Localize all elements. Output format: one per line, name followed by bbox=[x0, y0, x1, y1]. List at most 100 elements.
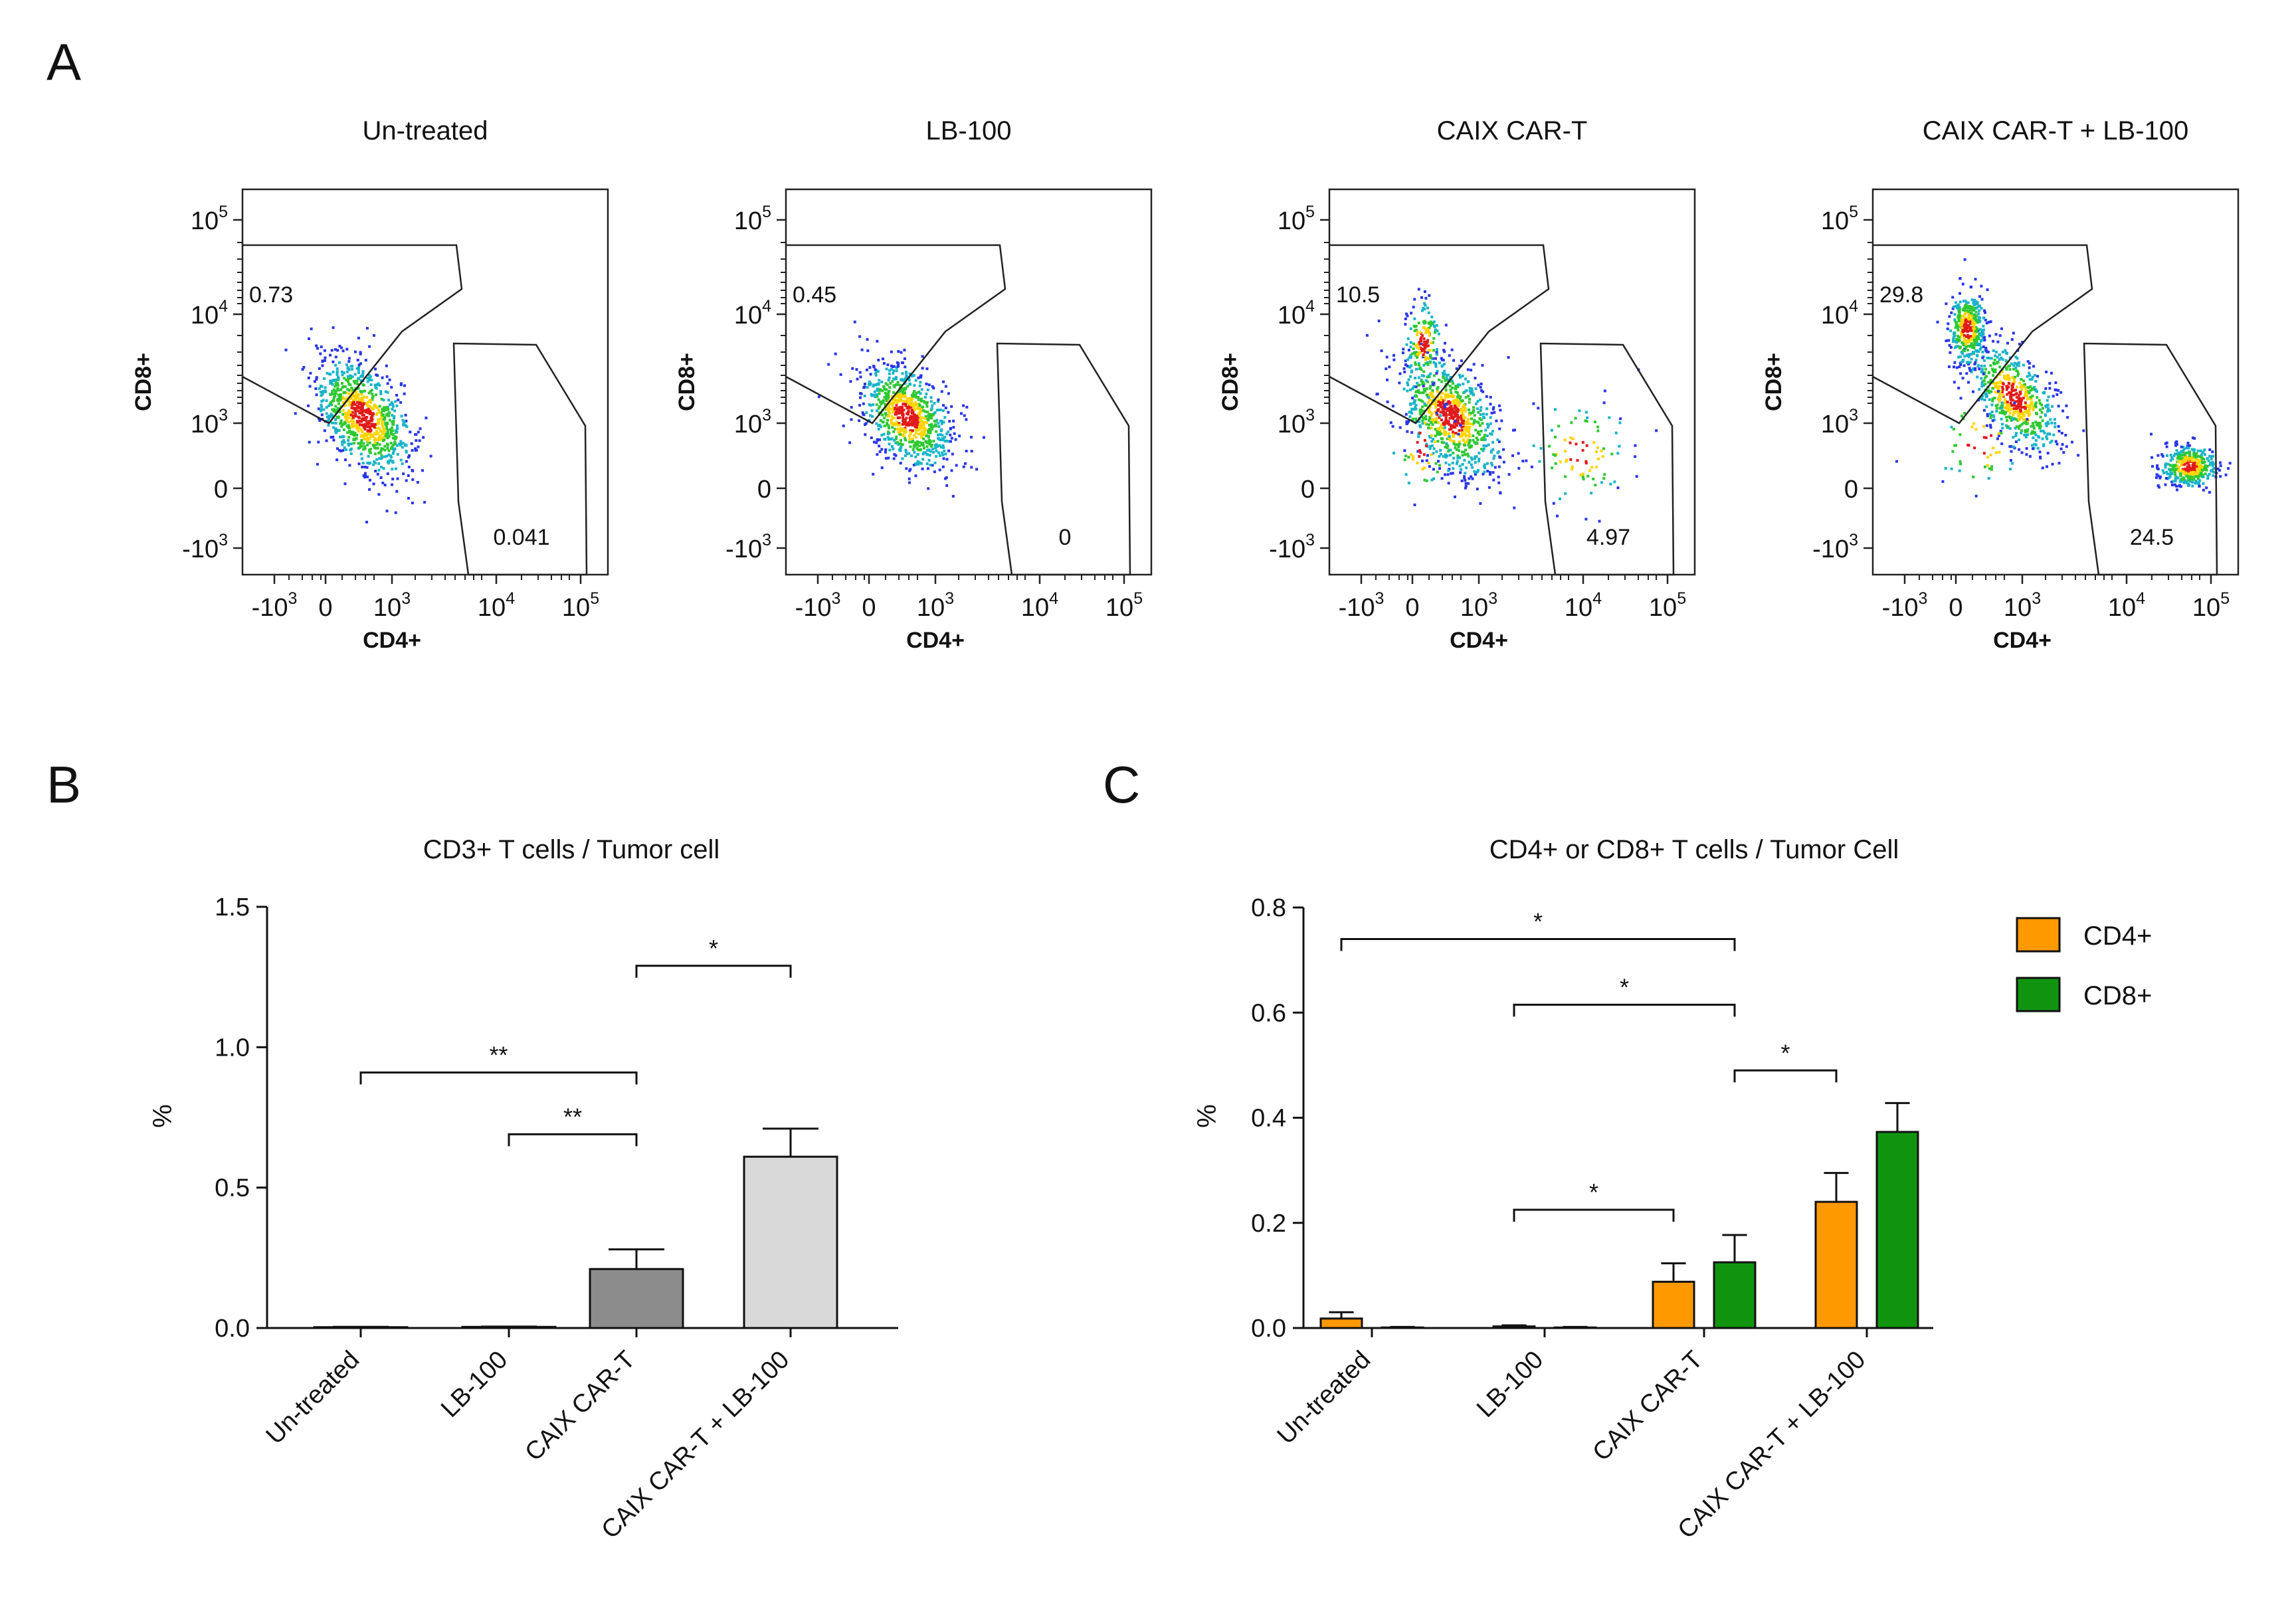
flow-event-dot bbox=[1983, 338, 1986, 341]
flow-event-dot bbox=[1467, 482, 1470, 485]
flow-event-dot bbox=[1978, 295, 1981, 298]
flow-event-dot bbox=[2026, 375, 2029, 378]
flow-event-dot bbox=[1447, 482, 1450, 485]
flow-event-dot bbox=[387, 399, 390, 402]
flow-event-dot bbox=[1448, 354, 1451, 357]
flow-event-dot bbox=[922, 409, 925, 413]
flow-event-dot bbox=[2020, 416, 2024, 419]
flow-event-dot bbox=[2172, 454, 2176, 457]
flow-event-dot bbox=[1409, 341, 1412, 344]
flow-event-dot bbox=[2204, 472, 2207, 476]
flow-event-dot bbox=[329, 379, 332, 383]
flow-event-dot bbox=[347, 442, 350, 445]
flow-event-dot bbox=[2009, 468, 2012, 471]
flow-event-dot bbox=[1974, 343, 1978, 347]
flow-event-dot bbox=[1466, 420, 1470, 423]
flow-event-dot bbox=[1418, 449, 1422, 452]
flow-event-dot bbox=[341, 396, 345, 399]
flow-event-dot bbox=[332, 326, 335, 330]
flow-event-dot bbox=[1989, 364, 1992, 367]
flow-event-dot bbox=[1986, 288, 1989, 292]
flow-event-dot bbox=[1479, 413, 1482, 417]
flow-event-dot bbox=[407, 456, 410, 459]
flow-event-dot bbox=[1424, 321, 1427, 324]
flow-event-dot bbox=[1422, 340, 1426, 343]
flow-event-dot bbox=[356, 421, 359, 423]
flow-event-dot bbox=[1982, 359, 1986, 362]
flow-event-dot bbox=[1990, 357, 1993, 360]
flow-event-dot bbox=[1455, 448, 1458, 451]
flow-event-dot bbox=[904, 428, 907, 431]
flow-event-dot bbox=[1959, 460, 1962, 463]
flow-event-dot bbox=[1432, 374, 1436, 377]
flow-event-dot bbox=[1412, 408, 1416, 411]
flow-event-dot bbox=[849, 380, 852, 383]
flow-event-dot bbox=[1948, 365, 1951, 368]
flow-event-dot bbox=[2034, 403, 2037, 406]
flow-event-dot bbox=[1954, 320, 1957, 324]
flow-event-dot bbox=[925, 382, 928, 385]
y-tick-label: 0.6 bbox=[1251, 999, 1286, 1027]
flow-event-dot bbox=[2005, 388, 2008, 391]
flow-event-dot bbox=[1962, 364, 1966, 367]
flow-event-dot bbox=[381, 415, 384, 418]
flow-event-dot bbox=[1468, 389, 1472, 393]
flow-event-dot bbox=[382, 436, 385, 439]
flow-event-dot bbox=[318, 419, 322, 423]
flow-event-dot bbox=[348, 464, 351, 467]
flow-event-dot bbox=[385, 425, 388, 428]
flow-event-dot bbox=[1429, 324, 1432, 327]
flow-event-dot bbox=[899, 433, 902, 436]
flow-event-dot bbox=[1443, 426, 1446, 429]
flow-event-dot bbox=[904, 454, 907, 457]
flow-event-dot bbox=[1485, 407, 1489, 411]
flow-event-dot bbox=[364, 423, 367, 426]
flow-event-dot bbox=[1999, 381, 2002, 384]
cd8-gate bbox=[1329, 244, 1550, 425]
flow-event-dot bbox=[2200, 457, 2204, 460]
flow-event-dot bbox=[1972, 302, 1976, 305]
flow-event-dot bbox=[339, 399, 341, 402]
flow-event-dot bbox=[900, 399, 903, 402]
flow-event-dot bbox=[329, 353, 332, 357]
flow-event-dot bbox=[888, 389, 891, 393]
flow-event-dot bbox=[888, 372, 891, 375]
flow-event-dot bbox=[332, 421, 335, 425]
flow-event-dot bbox=[1959, 335, 1962, 339]
flow-event-dot bbox=[1462, 404, 1466, 407]
flow-event-dot bbox=[907, 410, 910, 413]
flow-event-dot bbox=[919, 419, 922, 423]
flow-event-dot bbox=[876, 339, 879, 343]
flow-event-dot bbox=[919, 418, 922, 421]
flow-event-dot bbox=[383, 432, 386, 436]
significance-bracket bbox=[635, 965, 792, 978]
x-tick-label: 105 bbox=[2192, 589, 2230, 622]
flow-event-dot bbox=[1365, 333, 1369, 337]
flow-event-dot bbox=[332, 396, 335, 399]
flow-event-dot bbox=[1980, 377, 1983, 380]
flow-event-dot bbox=[2066, 416, 2069, 419]
flow-event-dot bbox=[392, 419, 395, 423]
flow-event-dot bbox=[340, 370, 343, 373]
flow-event-dot bbox=[2208, 448, 2212, 451]
flow-event-dot bbox=[1466, 434, 1470, 437]
flow-event-dot bbox=[886, 432, 890, 436]
flow-event-dot bbox=[2056, 393, 2059, 396]
flow-event-dot bbox=[2016, 363, 2019, 367]
flow-event-dot bbox=[1410, 312, 1413, 315]
flow-event-dot bbox=[906, 385, 909, 388]
flow-event-dot bbox=[1462, 413, 1465, 417]
flow-event-dot bbox=[378, 383, 381, 387]
flow-event-dot bbox=[1427, 423, 1430, 427]
flow-event-dot bbox=[1468, 408, 1470, 411]
flow-event-dot bbox=[380, 466, 383, 469]
flow-event-dot bbox=[373, 438, 376, 441]
flow-event-dot bbox=[892, 457, 896, 460]
flow-event-dot bbox=[1431, 341, 1434, 344]
flow-event-dot bbox=[2199, 449, 2202, 452]
bar-cd4-2 bbox=[1492, 1325, 1536, 1329]
flow-event-dot bbox=[892, 438, 896, 442]
flow-event-dot bbox=[366, 411, 369, 415]
flow-event-dot bbox=[911, 419, 915, 422]
flow-event-dot bbox=[349, 442, 353, 446]
